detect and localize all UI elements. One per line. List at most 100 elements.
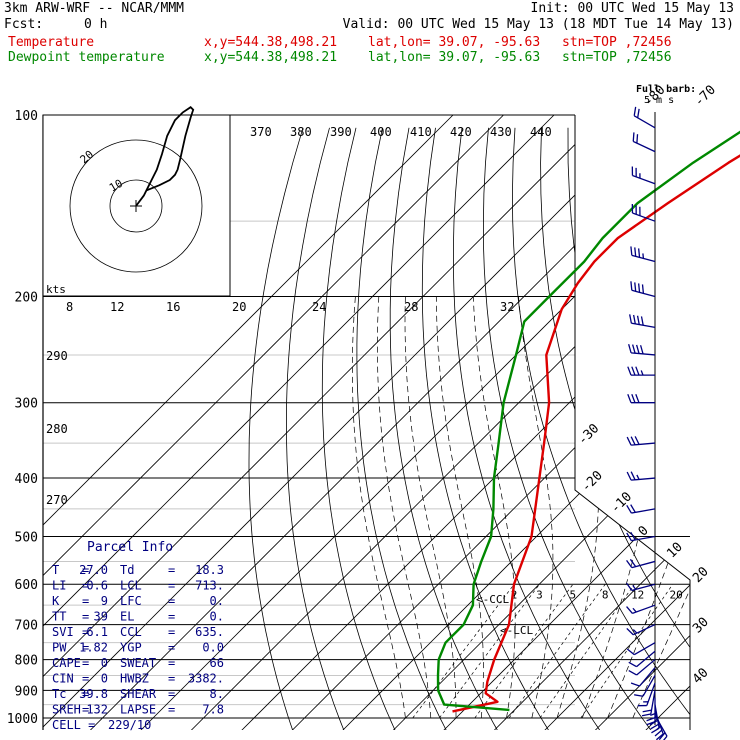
parcel-label-hwbz: HWBZ: [120, 672, 149, 686]
wind-barb-600: [626, 582, 656, 592]
parcel-value-svi: 6.1: [86, 625, 108, 639]
dry-adiabat: [647, 127, 690, 730]
valid-time: Valid: 00 UTC Wed 15 May 13 (18 MDT Tue …: [342, 17, 734, 32]
parcel-label-td: Td: [120, 563, 134, 577]
isotherm-label--30: -30: [575, 421, 602, 448]
parcel-eq: =: [168, 563, 175, 577]
mixing-ratio-label-5: 5: [570, 589, 577, 602]
wind-barb-flag: [634, 694, 644, 697]
wind-barb-staff: [636, 659, 656, 676]
parcel-value-sreh: 132: [86, 703, 108, 717]
forecast-hour: 0 h: [84, 17, 108, 32]
isotherm-label--20: -20: [579, 468, 606, 495]
wind-barb-staff: [631, 254, 656, 263]
wind-barb-flag: [641, 713, 651, 717]
wind-barb-925: [646, 697, 656, 726]
dry-adiabat: [248, 127, 304, 730]
wind-barb-flag: [639, 345, 644, 355]
wind-barb-825: [630, 667, 656, 687]
wind-barb-900: [641, 690, 656, 717]
parcel-value-ccl: 635.: [195, 625, 224, 639]
wind-barb-staff: [642, 675, 656, 697]
pressure-label-1000: 1000: [7, 712, 38, 727]
theta-label-390: 390: [330, 125, 352, 139]
parcel-label-k: K: [52, 594, 60, 608]
theta-label-440: 440: [530, 125, 552, 139]
wind-barb-flag: [626, 471, 632, 481]
isotherm: [543, 115, 690, 730]
mixing-ratio-line: [580, 584, 674, 719]
wind-barb-flag: [637, 283, 641, 293]
dewpoint-legend: Dewpoint temperature: [8, 50, 165, 65]
wind-barb-750: [626, 642, 656, 656]
wind-barb-flag: [626, 436, 632, 446]
parcel-value-li: 0.6: [86, 579, 108, 593]
wind-barb-flag: [646, 720, 656, 726]
wind-barb-400: [626, 471, 656, 481]
parcel-label-ccl: CCL: [120, 625, 142, 639]
mixing-ratio-line: [508, 583, 606, 719]
pressure-label-900: 900: [15, 684, 38, 699]
wind-barb-875: [637, 682, 656, 707]
isotherm: [493, 115, 690, 730]
isotherm: [644, 115, 690, 730]
wind-barb-staff: [631, 289, 656, 298]
pressure-label-400: 400: [15, 472, 38, 487]
wind-barb-270: [627, 366, 655, 376]
mixing-scale-20: 20: [232, 300, 246, 314]
temperature-latlon: lat,lon= 39.07, -95.63: [368, 35, 541, 50]
isotherm: [594, 115, 690, 730]
wind-barb-flag: [628, 344, 632, 354]
wind-barb-flag: [630, 682, 640, 687]
parcel-value-ygp: 0.0: [202, 641, 224, 655]
wind-barb-staff: [633, 642, 656, 656]
isotherm: [392, 115, 690, 730]
dewpoint-profile: [436, 130, 740, 712]
mixing-scale-32: 32: [500, 300, 514, 314]
mixing-ratio-label-8: 8: [602, 589, 609, 602]
wind-barb-450: [626, 504, 656, 514]
mixing-scale-16: 16: [166, 300, 180, 314]
mixing-ratio-label-2: 2: [511, 589, 518, 602]
mixing-ratio-line: [412, 583, 515, 719]
dry-adiabat: [389, 127, 499, 730]
parcel-eq: =: [168, 656, 175, 670]
wind-barb-200: [630, 281, 656, 298]
pressure-label-200: 200: [15, 291, 38, 306]
wind-barb-flag: [651, 727, 660, 734]
wind-barb-500: [626, 531, 656, 542]
parcel-label-sweat: SWEAT: [120, 656, 156, 670]
isotherm: [43, 115, 467, 730]
parcel-eq: =: [82, 610, 89, 624]
wind-barb-flag: [646, 716, 656, 722]
parcel-eq: =: [168, 625, 175, 639]
parcel-value-td: 18.3: [195, 563, 224, 577]
wind-barb-flag: [632, 132, 635, 142]
temperature-station: stn=TOP ,72456: [562, 35, 672, 50]
parcel-eq: =: [82, 563, 89, 577]
theta-label-370: 370: [250, 125, 272, 139]
pressure-label-600: 600: [15, 578, 38, 593]
isotherm: [696, 102, 740, 731]
parcel-label-lfc: LFC: [120, 594, 142, 608]
isotherm: [442, 115, 690, 730]
chart-grid: [42, 102, 740, 731]
wind-barb-flag: [634, 436, 640, 445]
wind-barb-flag: [634, 247, 637, 257]
wind-barb-flag: [626, 627, 634, 636]
wind-barb-300: [627, 394, 655, 404]
isotherm-label-20: 20: [690, 564, 712, 586]
hodograph-trace: [135, 106, 195, 207]
parcel-value-lcl: 713.: [195, 579, 224, 593]
wind-barb-half: [632, 584, 637, 590]
parcel-value-tc: 39.8: [79, 687, 108, 701]
theta-label-420: 420: [450, 125, 472, 139]
wind-barb-flag: [636, 134, 639, 144]
parcel-eq: =: [168, 594, 175, 608]
wind-barb-flag: [629, 558, 637, 567]
dry-adiabat: [701, 128, 740, 731]
parcel-label-ygp: YGP: [120, 641, 142, 655]
wind-barb-half: [632, 607, 637, 613]
pressure-label-800: 800: [15, 654, 38, 669]
temperature-profile: [452, 154, 740, 713]
